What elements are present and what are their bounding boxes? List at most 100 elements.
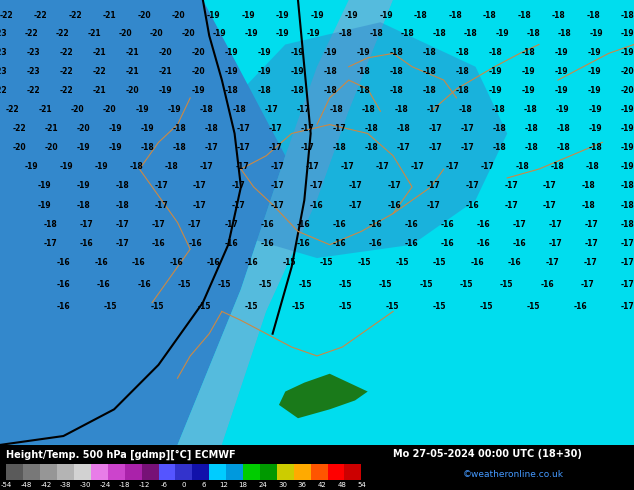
Text: -18: -18 bbox=[200, 105, 214, 114]
Text: -18: -18 bbox=[389, 48, 403, 57]
Text: -17: -17 bbox=[548, 239, 562, 248]
Bar bbox=[209, 464, 226, 480]
Text: -18: -18 bbox=[423, 48, 436, 57]
Text: -17: -17 bbox=[236, 143, 250, 152]
Text: -18: -18 bbox=[76, 200, 90, 210]
Bar bbox=[57, 464, 74, 480]
Text: -16: -16 bbox=[94, 258, 108, 267]
Text: -19: -19 bbox=[555, 86, 569, 95]
Text: -17: -17 bbox=[306, 162, 319, 171]
Text: -19: -19 bbox=[588, 67, 602, 75]
Text: -19: -19 bbox=[621, 105, 634, 114]
Bar bbox=[40, 464, 57, 480]
Text: -16: -16 bbox=[56, 302, 70, 312]
Text: -21: -21 bbox=[158, 67, 172, 75]
Text: -20: -20 bbox=[44, 143, 58, 152]
Text: -17: -17 bbox=[116, 239, 130, 248]
Text: -17: -17 bbox=[387, 181, 401, 191]
Text: -15: -15 bbox=[320, 258, 333, 267]
Text: -15: -15 bbox=[339, 302, 353, 312]
Text: -18: -18 bbox=[557, 143, 571, 152]
Text: -18: -18 bbox=[204, 124, 218, 133]
Text: -20: -20 bbox=[621, 67, 634, 75]
Text: -18: -18 bbox=[423, 67, 436, 75]
Text: -21: -21 bbox=[44, 124, 58, 133]
Text: -17: -17 bbox=[301, 124, 314, 133]
Text: -18: -18 bbox=[432, 29, 446, 38]
Text: -17: -17 bbox=[193, 200, 207, 210]
Text: -22: -22 bbox=[0, 11, 13, 20]
Text: -19: -19 bbox=[207, 11, 220, 20]
Text: -15: -15 bbox=[218, 280, 231, 289]
Text: 54: 54 bbox=[357, 482, 366, 488]
Text: -17: -17 bbox=[543, 200, 557, 210]
Text: -16: -16 bbox=[56, 258, 70, 267]
Text: -17: -17 bbox=[585, 239, 598, 248]
Text: -21: -21 bbox=[126, 67, 139, 75]
Text: -17: -17 bbox=[349, 200, 363, 210]
Text: -22: -22 bbox=[6, 105, 20, 114]
Text: -18: -18 bbox=[621, 200, 634, 210]
Text: 30: 30 bbox=[278, 482, 287, 488]
Text: -15: -15 bbox=[282, 258, 296, 267]
Polygon shape bbox=[0, 0, 317, 445]
Text: -18: -18 bbox=[330, 105, 343, 114]
Text: -20: -20 bbox=[126, 86, 139, 95]
Text: -16: -16 bbox=[80, 239, 94, 248]
Text: -16: -16 bbox=[132, 258, 145, 267]
Text: -16: -16 bbox=[508, 258, 522, 267]
Text: -17: -17 bbox=[116, 220, 130, 229]
Bar bbox=[311, 464, 328, 480]
Text: -17: -17 bbox=[581, 280, 594, 289]
Bar bbox=[176, 464, 192, 480]
Text: -22: -22 bbox=[12, 124, 26, 133]
Text: -17: -17 bbox=[504, 181, 518, 191]
Text: -16: -16 bbox=[245, 258, 258, 267]
Text: -18: -18 bbox=[370, 29, 384, 38]
Text: -17: -17 bbox=[349, 181, 363, 191]
Text: -15: -15 bbox=[527, 302, 540, 312]
Text: -18: -18 bbox=[552, 11, 566, 20]
Text: -16: -16 bbox=[207, 258, 221, 267]
Text: Mo 27-05-2024 00:00 UTC (18+30): Mo 27-05-2024 00:00 UTC (18+30) bbox=[393, 449, 582, 460]
Text: -18: -18 bbox=[423, 86, 436, 95]
Text: -16: -16 bbox=[477, 239, 490, 248]
Text: -16: -16 bbox=[169, 258, 183, 267]
Polygon shape bbox=[222, 0, 634, 445]
Text: -17: -17 bbox=[235, 162, 249, 171]
Text: -17: -17 bbox=[271, 200, 285, 210]
Text: -18: -18 bbox=[356, 86, 370, 95]
Bar bbox=[192, 464, 209, 480]
Text: -17: -17 bbox=[461, 124, 474, 133]
Text: -18: -18 bbox=[119, 482, 131, 488]
Text: -18: -18 bbox=[448, 11, 462, 20]
Text: -23: -23 bbox=[0, 67, 7, 75]
Text: -22: -22 bbox=[59, 86, 73, 95]
Text: -22: -22 bbox=[68, 11, 82, 20]
Text: -17: -17 bbox=[426, 200, 440, 210]
Text: -18: -18 bbox=[493, 124, 507, 133]
Text: -21: -21 bbox=[93, 86, 106, 95]
Text: -20: -20 bbox=[70, 105, 84, 114]
Text: -17: -17 bbox=[543, 181, 557, 191]
Text: -19: -19 bbox=[37, 181, 51, 191]
Text: -18: -18 bbox=[621, 220, 634, 229]
Text: 0: 0 bbox=[181, 482, 186, 488]
Text: -17: -17 bbox=[583, 258, 597, 267]
Text: -21: -21 bbox=[87, 29, 101, 38]
Text: -17: -17 bbox=[621, 302, 634, 312]
Text: -18: -18 bbox=[525, 124, 538, 133]
Bar bbox=[226, 464, 243, 480]
Text: -17: -17 bbox=[270, 162, 284, 171]
Text: 48: 48 bbox=[337, 482, 346, 488]
Text: -18: -18 bbox=[456, 86, 469, 95]
Text: -23: -23 bbox=[26, 48, 40, 57]
Text: -18: -18 bbox=[456, 48, 469, 57]
Text: -18: -18 bbox=[456, 67, 469, 75]
Text: -18: -18 bbox=[323, 67, 337, 75]
Text: -18: -18 bbox=[130, 162, 144, 171]
Text: -17: -17 bbox=[426, 181, 440, 191]
Text: -17: -17 bbox=[461, 143, 474, 152]
Text: -19: -19 bbox=[621, 143, 634, 152]
Text: -15: -15 bbox=[379, 280, 392, 289]
